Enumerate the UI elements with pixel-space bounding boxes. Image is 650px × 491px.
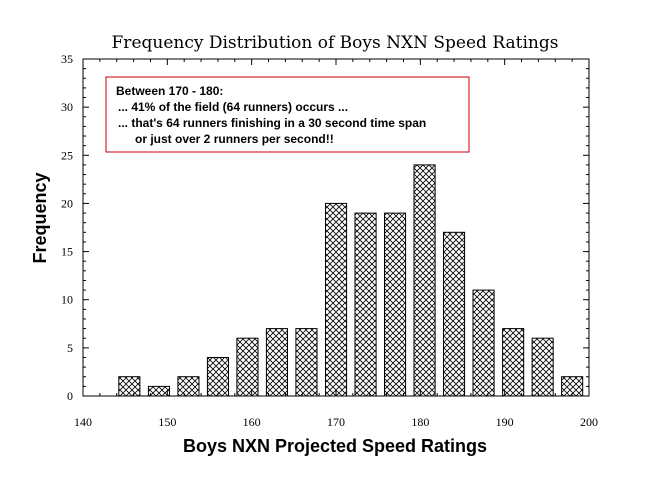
x-axis: 140 150 160 170 180 190 200 [74, 59, 598, 429]
x-tick-label-150: 150 [158, 415, 176, 429]
annotation-line-1: Between 170 - 180: [116, 84, 223, 98]
bar-0 [118, 376, 141, 397]
bar-3 [206, 357, 229, 397]
bar-5 [265, 328, 288, 397]
y-axis: 0 5 10 15 20 25 30 35 [61, 52, 589, 403]
y-tick-label-10: 10 [61, 293, 73, 307]
annotation-line-2: ... 41% of the field (64 runners) occurs… [118, 100, 348, 114]
bar-8 [354, 212, 377, 397]
y-tick-label-15: 15 [61, 245, 73, 259]
x-tick-label-200: 200 [580, 415, 598, 429]
y-axis-label: Frequency [30, 172, 50, 263]
bar-6 [295, 328, 318, 397]
bar-12 [472, 289, 495, 397]
bar-14 [531, 337, 554, 397]
y-tick-label-25: 25 [61, 148, 73, 162]
annotation-line-4: or just over 2 runners per second!! [135, 132, 334, 146]
annotation-box: Between 170 - 180: ... 41% of the field … [105, 76, 470, 153]
bars-group [118, 164, 584, 397]
chart-title: Frequency Distribution of Boys NXN Speed… [112, 33, 559, 53]
y-tick-label-30: 30 [61, 100, 73, 114]
x-tick-label-160: 160 [243, 415, 261, 429]
annotation-border [105, 76, 470, 153]
y-tick-label-5: 5 [67, 341, 73, 355]
x-tick-label-170: 170 [327, 415, 345, 429]
bar-9 [384, 212, 407, 397]
annotation-line-3: ... that's 64 runners finishing in a 30 … [118, 116, 426, 130]
bar-11 [443, 231, 466, 397]
x-tick-label-140: 140 [74, 415, 92, 429]
y-tick-label-0: 0 [67, 389, 73, 403]
bar-1 [147, 385, 170, 397]
bar-7 [325, 202, 348, 397]
x-tick-label-190: 190 [496, 415, 514, 429]
bar-4 [236, 337, 259, 397]
y-tick-label-35: 35 [61, 52, 73, 66]
x-axis-label: Boys NXN Projected Speed Ratings [183, 436, 487, 456]
bar-13 [502, 328, 525, 397]
y-tick-label-20: 20 [61, 196, 73, 210]
bar-10 [413, 164, 436, 397]
x-tick-label-180: 180 [411, 415, 429, 429]
bar-2 [177, 376, 200, 397]
